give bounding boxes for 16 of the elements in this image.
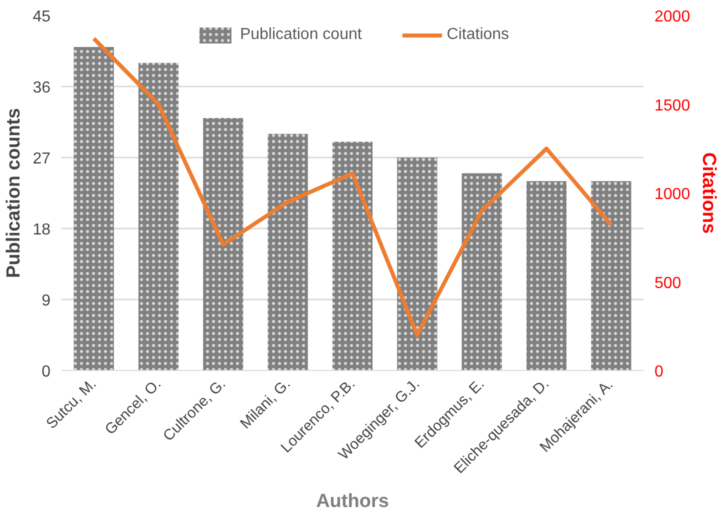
y2-tick-label: 500: [654, 274, 682, 292]
y-tick-label: 27: [32, 150, 51, 168]
y-axis-title: Publication counts: [4, 108, 25, 278]
y-tick-label: 18: [32, 222, 51, 238]
y-tick-label: 45: [32, 8, 51, 26]
y2-tick-label: 0: [654, 364, 664, 380]
y2-axis-title: Citations: [698, 152, 720, 234]
y-tick-label: 9: [42, 292, 51, 310]
y2-tick-label: 1000: [654, 186, 690, 203]
y-tick-label: 0: [42, 364, 51, 380]
legend-label: Publication count: [240, 26, 362, 44]
x-axis-title: Authors: [316, 491, 389, 512]
y2-tick-label: 1500: [654, 97, 690, 114]
y-tick-label: 36: [32, 80, 51, 96]
legend-label: Citations: [446, 26, 510, 44]
y2-tick-label: 2000: [654, 8, 690, 26]
